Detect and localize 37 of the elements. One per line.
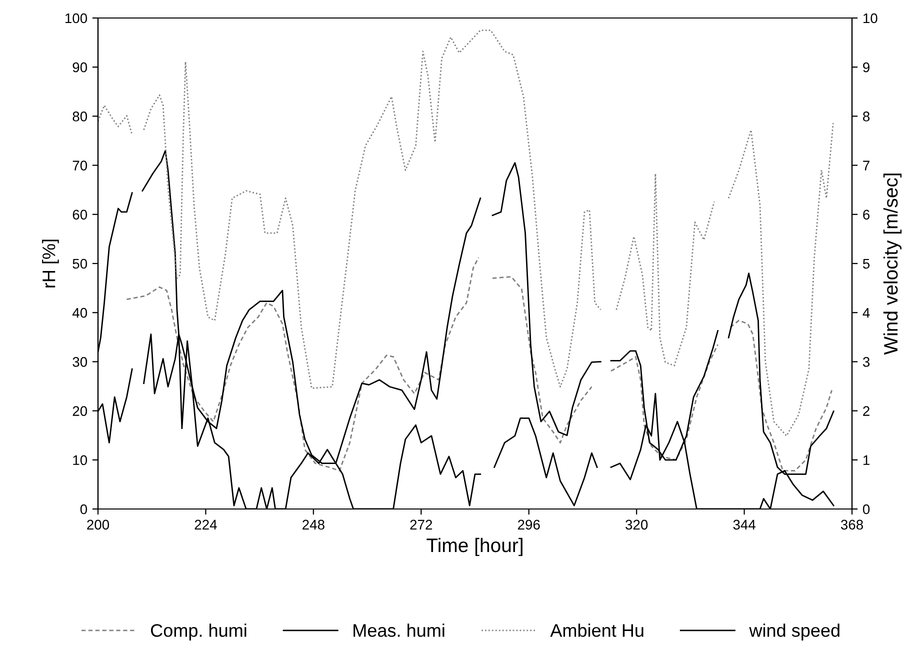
y2-tick-label: 1 bbox=[863, 455, 870, 465]
x-tick-label: 320 bbox=[626, 520, 648, 530]
x-tick-label: 200 bbox=[87, 520, 110, 530]
y2-tick-label: 0 bbox=[862, 504, 870, 514]
legend-label: Comp. humi bbox=[150, 624, 246, 640]
y2-tick-label: 7 bbox=[863, 160, 870, 170]
y2-tick-label: 3 bbox=[862, 357, 870, 367]
x-axis-title: Time [hour] bbox=[426, 538, 522, 556]
y2-tick-label: 6 bbox=[863, 210, 870, 220]
legend-label: Ambient Hu bbox=[550, 624, 644, 637]
y-tick-label: 80 bbox=[72, 112, 88, 122]
legend-label: wind speed bbox=[749, 624, 840, 640]
y-tick-label: 30 bbox=[72, 357, 88, 367]
y-tick-label: 90 bbox=[72, 62, 88, 72]
y-tick-label: 60 bbox=[72, 210, 88, 220]
x-tick-label: 248 bbox=[302, 520, 324, 530]
x-tick-label: 368 bbox=[840, 520, 863, 530]
y2-tick-label: 8 bbox=[863, 112, 870, 122]
y-tick-label: 10 bbox=[73, 455, 88, 466]
y-tick-label: 20 bbox=[72, 406, 88, 416]
y2-tick-label: 10 bbox=[863, 13, 878, 24]
legend-label: Meas. humi bbox=[354, 624, 444, 637]
y2-tick-label: 9 bbox=[863, 62, 870, 72]
y-tick-label: 70 bbox=[72, 160, 88, 170]
y2-tick-label: 4 bbox=[862, 308, 870, 318]
x-tick-label: 296 bbox=[518, 520, 540, 530]
y2-tick-label: 2 bbox=[863, 406, 870, 416]
y-axis-title: rH [%] bbox=[42, 240, 59, 288]
x-tick-label: 344 bbox=[733, 520, 756, 530]
x-tick-label: 272 bbox=[410, 520, 432, 530]
x-tick-label: 224 bbox=[194, 520, 217, 530]
y2-axis-title: Wind velocity [m/sec] bbox=[883, 174, 902, 355]
y-tick-label: 100 bbox=[65, 13, 88, 24]
y2-tick-label: 5 bbox=[862, 258, 870, 269]
y-tick-label: 0 bbox=[80, 504, 88, 514]
y-tick-label: 50 bbox=[72, 258, 88, 269]
y-tick-label: 40 bbox=[72, 308, 88, 318]
